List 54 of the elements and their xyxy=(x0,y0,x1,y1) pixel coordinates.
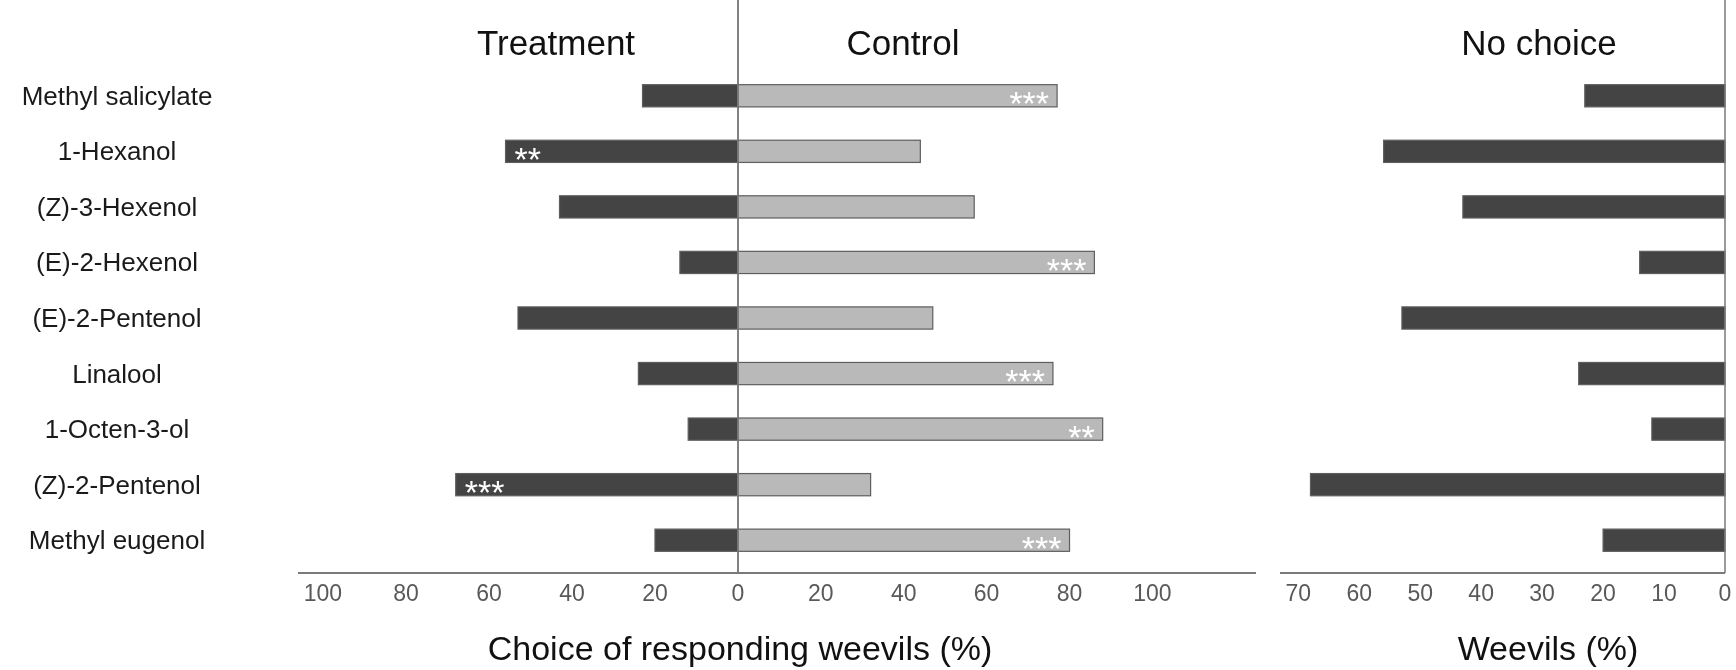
bar xyxy=(1639,250,1726,275)
bar xyxy=(1309,472,1726,497)
bar xyxy=(1462,195,1726,219)
bar xyxy=(687,417,739,441)
x-tick-label: 100 xyxy=(1133,580,1172,606)
x-tick-label: 0 xyxy=(731,580,745,606)
chart-title: Control xyxy=(846,23,960,62)
x-tick-label: 10 xyxy=(1651,580,1677,606)
x-tick-label: 100 xyxy=(303,580,343,606)
x-tick-label: 60 xyxy=(973,580,1000,606)
data-label: *** xyxy=(464,473,505,512)
x-tick-label: 0 xyxy=(1718,580,1732,606)
x-tick-label: 70 xyxy=(1285,580,1312,606)
chart-title: No choice xyxy=(1461,23,1617,62)
data-label: *** xyxy=(1046,251,1087,290)
y-tick-label: (Z)-3-Hexenol xyxy=(36,191,198,222)
x-tick-label: 30 xyxy=(1529,580,1555,606)
y-tick-label: Methyl salicylate xyxy=(21,80,213,111)
data-label: ** xyxy=(1068,417,1095,456)
y-tick-label: 1-Hexanol xyxy=(57,136,177,167)
data-label: *** xyxy=(1021,528,1062,567)
x-axis-title: Choice of responding weevils (%) xyxy=(487,629,993,667)
y-tick-label: Linalool xyxy=(72,358,162,389)
data-label: *** xyxy=(1009,84,1050,123)
x-tick-label: 20 xyxy=(808,580,834,606)
x-axis-title: Weevils (%) xyxy=(1457,629,1639,667)
data-label: *** xyxy=(1005,362,1045,401)
x-tick-label: 80 xyxy=(393,580,419,606)
x-tick-label: 40 xyxy=(890,580,917,606)
y-tick-label: (E)-2-Pentenol xyxy=(32,303,202,333)
y-tick-label: (Z)-2-Pentenol xyxy=(33,469,201,500)
x-tick-label: 60 xyxy=(1346,580,1373,606)
bar xyxy=(679,250,739,275)
bar xyxy=(1602,528,1726,552)
bar xyxy=(1651,417,1726,441)
x-tick-label: 20 xyxy=(1590,580,1616,606)
x-tick-label: 80 xyxy=(1056,580,1083,606)
y-tick-label: Methyl eugenol xyxy=(28,525,206,556)
x-tick-label: 40 xyxy=(559,580,585,606)
x-tick-label: 20 xyxy=(642,580,668,606)
bar xyxy=(637,361,739,386)
chart-title: Treatment xyxy=(476,23,636,62)
bar xyxy=(641,84,739,108)
y-tick-label: 1-Octen-3-ol xyxy=(44,414,190,445)
x-tick-label: 50 xyxy=(1407,580,1433,606)
bar xyxy=(1584,84,1726,108)
bar xyxy=(1578,361,1726,386)
data-label: ** xyxy=(514,140,542,179)
x-tick-label: 40 xyxy=(1468,580,1494,606)
bar xyxy=(1401,306,1726,330)
bar xyxy=(654,528,739,552)
y-tick-label: (E)-2-Hexenol xyxy=(36,247,198,278)
x-tick-label: 60 xyxy=(476,580,502,606)
bar xyxy=(1383,139,1726,164)
